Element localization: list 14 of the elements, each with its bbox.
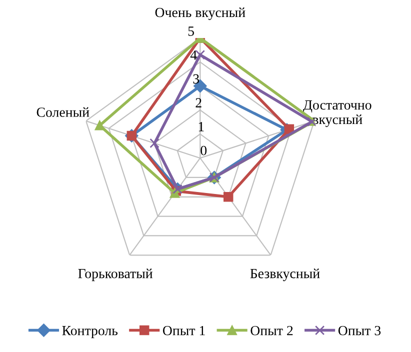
y-tick-label: 5 (188, 26, 194, 36)
y-tick-label: 3 (193, 74, 200, 84)
spoke-label: Очень вкусный (155, 8, 246, 20)
spoke-label: Соленый (36, 107, 90, 117)
y-tick-label: 4 (190, 50, 197, 60)
legend-label: Опыт 3 (338, 326, 381, 336)
spoke-label: Горьковатый (78, 268, 153, 282)
legend-label: Контроль (62, 326, 118, 338)
legend-label: Опыт 1 (162, 326, 205, 336)
spoke-label: Безвкусный (250, 268, 320, 282)
y-tick-label: 1 (198, 122, 204, 132)
legend-label: Опыт 2 (250, 326, 293, 336)
y-tick-label: 2 (196, 98, 202, 108)
y-tick-label: 0 (200, 146, 207, 156)
